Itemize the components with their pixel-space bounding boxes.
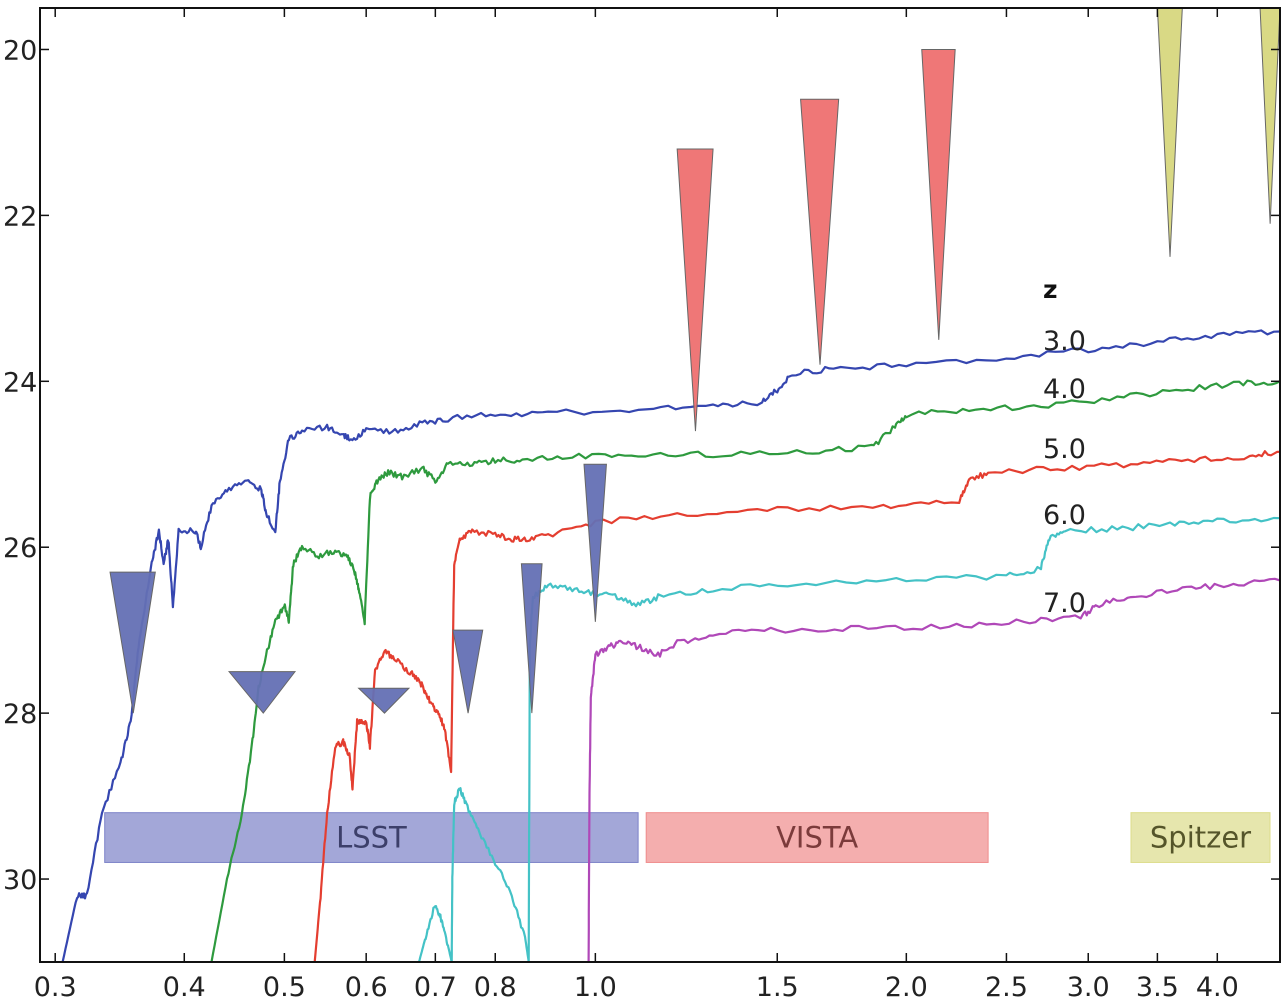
x-tick-label: 2.0 (885, 972, 928, 1003)
series-line-z7.0 (587, 577, 1280, 962)
x-tick-label: 2.5 (985, 972, 1028, 1003)
x-tick-label: 1.0 (574, 972, 617, 1003)
x-tick-label: 0.7 (414, 972, 457, 1003)
x-tick-label: 0.6 (345, 972, 388, 1003)
x-tick-label: 0.3 (34, 972, 77, 1003)
y-tick-label: 24 (3, 367, 37, 398)
plot-frame (39, 7, 1281, 963)
legend: z 3.0 4.0 5.0 6.0 7.0 (1043, 275, 1086, 619)
depth-marker-lsst-5 (583, 463, 607, 622)
depth-marker-lsst-2 (357, 687, 411, 714)
x-tick-label: 0.8 (474, 972, 517, 1003)
series-line-z5.0 (313, 450, 1280, 962)
depth-marker-lsst-0 (109, 571, 156, 714)
series-line-z3.0 (61, 329, 1280, 962)
legend-entry-z4.0: 4.0 (1043, 374, 1086, 405)
depth-marker-vista-6 (676, 148, 714, 432)
y-tick-label: 22 (3, 201, 37, 232)
y-tick-label: 28 (3, 699, 37, 730)
depth-marker-lsst-1 (228, 671, 297, 714)
y-tick-label: 26 (3, 533, 37, 564)
depth-marker-spitzer-10 (1259, 8, 1280, 224)
y-tick-label: 30 (3, 865, 37, 896)
x-tick-label: 0.5 (263, 972, 306, 1003)
plot-area (40, 8, 1280, 962)
x-tick-label: 1.5 (756, 972, 799, 1003)
band-label-vista: VISTA (776, 821, 858, 855)
band-spitzer (1130, 812, 1271, 863)
legend-entry-z3.0: 3.0 (1043, 326, 1086, 357)
legend-title: z (1043, 275, 1058, 304)
band-lsst (104, 812, 639, 863)
depth-marker-vista-7 (800, 98, 840, 365)
x-tick-label: 0.4 (163, 972, 206, 1003)
depth-marker-spitzer-9 (1156, 8, 1183, 257)
x-tick-label: 3.0 (1067, 972, 1110, 1003)
legend-entry-z6.0: 6.0 (1043, 500, 1086, 531)
legend-entry-z5.0: 5.0 (1043, 434, 1086, 465)
band-vista (645, 812, 989, 863)
x-tick-label: 4.0 (1196, 972, 1239, 1003)
y-tick-label: 20 (3, 35, 37, 66)
band-label-lsst: LSST (336, 821, 407, 855)
legend-entry-z7.0: 7.0 (1043, 588, 1086, 619)
series-line-z4.0 (210, 379, 1280, 962)
depth-marker-lsst-3 (452, 629, 484, 714)
depth-marker-vista-8 (921, 48, 956, 340)
band-label-spitzer: Spitzer (1150, 821, 1251, 855)
depth-marker-lsst-4 (520, 563, 543, 714)
x-tick-label: 3.5 (1136, 972, 1179, 1003)
